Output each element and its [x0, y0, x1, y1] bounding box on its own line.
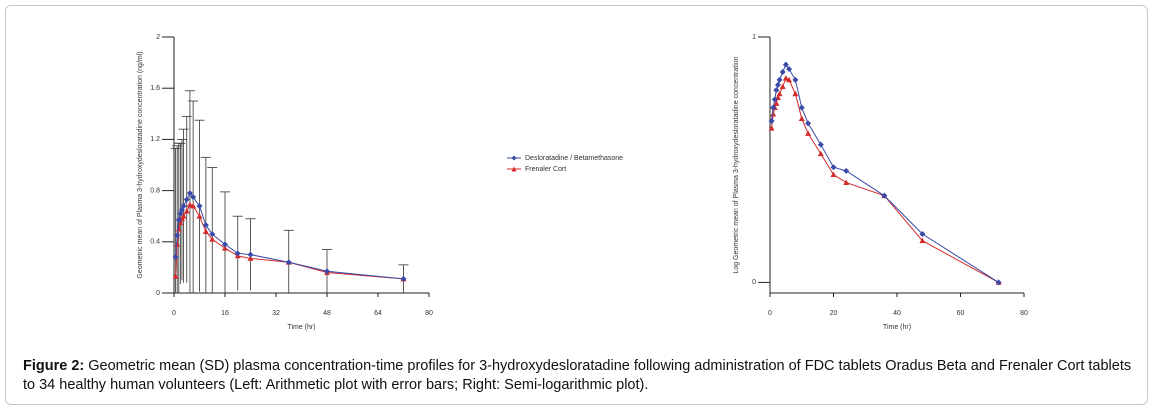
data-point [776, 90, 783, 97]
data-point [174, 232, 181, 239]
data-point [180, 213, 187, 219]
x-tick-label: 16 [221, 310, 229, 317]
data-point [180, 202, 187, 209]
data-point [792, 90, 799, 97]
caption-text: Geometric mean (SD) plasma concentration… [23, 358, 1132, 393]
caption-label: Figure 2: [23, 358, 85, 374]
y-tick-label: 2 [156, 34, 160, 41]
y-tick-label: 1.6 [150, 85, 160, 92]
data-point [782, 75, 789, 81]
data-point [175, 217, 182, 224]
data-point [172, 254, 179, 261]
data-point [786, 65, 793, 72]
data-point [190, 202, 197, 209]
y-tick-label: 0.4 [150, 239, 160, 246]
data-point [773, 87, 780, 94]
x-axis-label: Time (hr) [287, 324, 315, 331]
x-tick-label: 20 [830, 310, 838, 317]
data-point [183, 208, 190, 214]
data-point [773, 100, 780, 106]
x-tick-label: 64 [374, 310, 382, 317]
data-point [919, 237, 926, 244]
data-point [805, 120, 812, 127]
x-tick-label: 0 [172, 310, 176, 317]
x-tick-label: 40 [893, 310, 901, 317]
data-point [995, 279, 1002, 286]
data-point [817, 150, 824, 157]
data-point [779, 68, 786, 75]
y-tick-label: 0 [752, 279, 756, 286]
data-point [324, 268, 330, 275]
data-point [774, 81, 781, 88]
y-tick-label: 1.2 [150, 136, 160, 143]
legend-label: Desloratadine / Betamethasone [525, 155, 623, 162]
data-point [209, 231, 216, 238]
data-point [770, 111, 777, 117]
y-tick-label: 0.8 [150, 187, 160, 194]
series-line [771, 77, 999, 283]
figure-frame [5, 5, 1148, 405]
data-point [798, 115, 805, 122]
data-point [770, 104, 777, 111]
series-line [175, 204, 404, 280]
legend-marker [511, 166, 517, 172]
data-point [843, 167, 850, 174]
data-point [771, 96, 778, 103]
data-point [247, 255, 254, 261]
data-point [817, 141, 824, 148]
data-point [798, 104, 805, 111]
plot [170, 90, 409, 293]
data-point [776, 76, 783, 83]
caption: Figure 2: Geometric mean (SD) plasma con… [23, 357, 1133, 395]
data-point [174, 241, 181, 247]
data-point [786, 76, 793, 83]
data-point [768, 125, 775, 131]
x-tick-label: 80 [1020, 310, 1028, 317]
data-point [285, 259, 292, 266]
data-point [190, 194, 197, 200]
data-point [792, 76, 799, 83]
data-point [881, 192, 888, 199]
x-tick-label: 80 [425, 310, 433, 317]
data-point [222, 241, 228, 248]
legend-label: Frenaler Cort [525, 166, 566, 173]
data-point [805, 130, 812, 136]
x-tick-label: 48 [323, 310, 331, 317]
data-point [186, 190, 193, 197]
data-point [175, 226, 182, 232]
data-point [843, 179, 850, 185]
legend-marker [511, 155, 517, 161]
x-tick-label: 32 [272, 310, 280, 317]
data-point [234, 250, 241, 257]
data-point [830, 164, 837, 171]
x-tick-label: 60 [957, 310, 965, 317]
data-point [782, 61, 789, 68]
data-point [222, 245, 228, 251]
data-point [247, 251, 254, 258]
y-axis-label: Geometric mean of Plasma 3-hydroxydeslor… [137, 51, 144, 278]
data-point [209, 236, 216, 242]
data-point [830, 171, 837, 178]
y-tick-label: 0 [156, 290, 160, 297]
data-point [779, 83, 786, 90]
data-point [196, 213, 203, 219]
data-point [202, 222, 209, 229]
data-point [183, 196, 190, 203]
data-point [400, 275, 407, 282]
plot [768, 61, 1002, 286]
data-point [919, 231, 926, 238]
data-point [172, 273, 179, 279]
data-point [202, 228, 209, 234]
data-point [186, 201, 193, 208]
x-axis-label: Time (hr) [883, 324, 911, 331]
data-point [196, 202, 203, 209]
data-point [768, 117, 775, 124]
x-tick-label: 0 [768, 310, 772, 317]
y-axis-label: Log Geometric mean of Plasma 3-hydroxyde… [733, 56, 740, 273]
y-tick-label: 1 [752, 34, 756, 41]
series-line [771, 63, 999, 283]
